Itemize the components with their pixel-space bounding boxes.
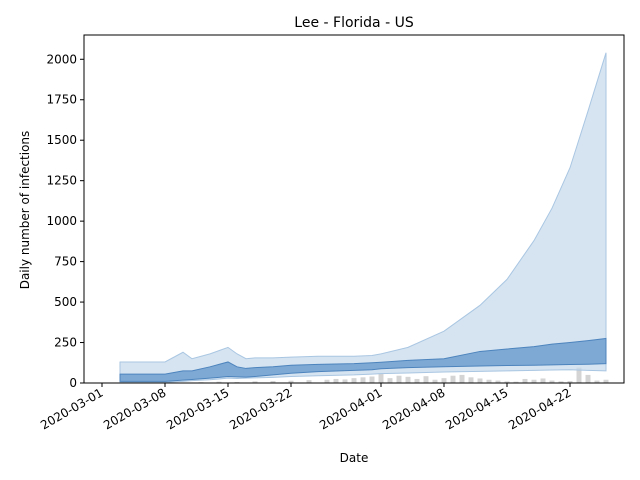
daily-case-bar bbox=[423, 376, 429, 383]
y-tick-label: 250 bbox=[54, 336, 77, 350]
daily-case-bar bbox=[495, 380, 501, 383]
x-tick-label: 2020-03-01 bbox=[38, 385, 105, 432]
y-tick-label: 0 bbox=[69, 376, 77, 390]
x-tick-label: 2020-04-01 bbox=[317, 385, 384, 432]
daily-case-bar bbox=[360, 377, 366, 383]
daily-case-bar bbox=[477, 378, 483, 383]
daily-case-bar bbox=[288, 380, 294, 383]
daily-case-bar bbox=[378, 373, 384, 383]
daily-case-bar bbox=[387, 378, 393, 383]
daily-case-bar bbox=[459, 374, 465, 383]
x-axis-label: Date bbox=[340, 451, 369, 465]
daily-case-bar bbox=[486, 379, 492, 383]
plot-frame bbox=[83, 34, 625, 384]
plot-area bbox=[119, 52, 609, 383]
daily-case-bar bbox=[585, 374, 591, 383]
daily-case-bar bbox=[450, 375, 456, 383]
daily-case-bar bbox=[468, 377, 474, 383]
daily-case-bar bbox=[405, 376, 411, 383]
y-axis-label: Daily number of infections bbox=[18, 131, 32, 290]
daily-case-bar bbox=[594, 380, 600, 383]
x-tick-label: 2020-03-22 bbox=[227, 385, 294, 432]
y-tick-label: 1500 bbox=[46, 133, 77, 147]
daily-case-bar bbox=[432, 379, 438, 383]
daily-case-bar bbox=[522, 378, 528, 383]
outer-interval-band bbox=[119, 52, 607, 383]
daily-case-bar bbox=[414, 378, 420, 383]
daily-case-bar bbox=[270, 381, 276, 383]
inner-interval-band bbox=[119, 337, 607, 382]
x-tick-label: 2020-03-08 bbox=[101, 385, 168, 432]
daily-case-bar bbox=[603, 379, 609, 383]
daily-case-bar bbox=[351, 378, 357, 383]
daily-case-bar bbox=[441, 378, 447, 383]
x-tick-label: 2020-04-08 bbox=[380, 385, 447, 432]
y-tick-label: 2000 bbox=[46, 52, 77, 66]
y-tick-label: 500 bbox=[54, 295, 77, 309]
x-tick-label: 2020-04-22 bbox=[506, 385, 573, 432]
daily-case-bar bbox=[576, 367, 582, 383]
daily-case-bar bbox=[549, 380, 555, 383]
daily-case-bar bbox=[216, 381, 222, 383]
daily-case-bar bbox=[306, 380, 312, 383]
y-tick-label: 1000 bbox=[46, 214, 77, 228]
daily-case-bar bbox=[513, 381, 519, 383]
x-tick-label: 2020-04-15 bbox=[443, 385, 510, 432]
daily-case-bar bbox=[252, 381, 258, 383]
daily-case-bar bbox=[531, 379, 537, 383]
daily-case-bar bbox=[558, 381, 564, 383]
daily-case-bar bbox=[333, 378, 339, 383]
daily-case-bar bbox=[369, 376, 375, 383]
daily-case-bar bbox=[504, 381, 510, 383]
daily-case-bar bbox=[567, 381, 573, 383]
y-tick-label: 1250 bbox=[46, 174, 77, 188]
daily-case-bar bbox=[540, 378, 546, 383]
daily-case-bar bbox=[396, 375, 402, 383]
y-tick-label: 750 bbox=[54, 255, 77, 269]
chart-title: Lee - Florida - US bbox=[294, 15, 414, 31]
y-tick-label: 1750 bbox=[46, 93, 77, 107]
daily-case-bar bbox=[324, 379, 330, 383]
x-tick-label: 2020-03-15 bbox=[164, 385, 231, 432]
daily-case-bar bbox=[342, 379, 348, 383]
